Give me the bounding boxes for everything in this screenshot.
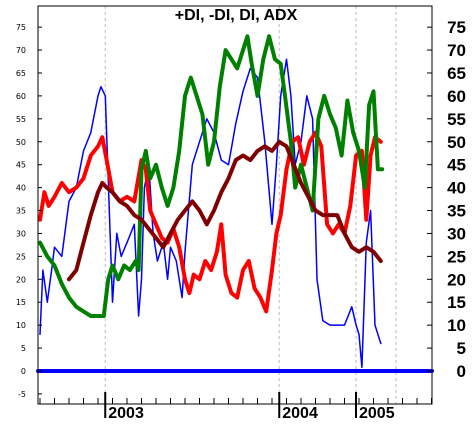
y-tick-label-right: 65 xyxy=(447,64,466,83)
y-tick-label-right: 60 xyxy=(447,87,466,106)
y-tick-label-right: 5 xyxy=(457,339,466,358)
y-tick-label-right: 75 xyxy=(447,18,466,37)
y-tick-label-right: 40 xyxy=(447,179,466,198)
series-line-4 xyxy=(67,139,383,282)
x-tick-label: 2004 xyxy=(282,405,318,422)
y-tick-label-right: 55 xyxy=(447,110,466,129)
x-tick-label: 2003 xyxy=(108,405,144,422)
y-tick-label-left: 55 xyxy=(16,115,26,124)
x-axis-ticks: 2003 2004 2005 xyxy=(39,392,432,422)
plot-frame xyxy=(37,5,433,405)
y-tick-label-right: 0 xyxy=(457,362,466,381)
y-tick-label-left: 50 xyxy=(16,138,26,147)
y-tick-label-right: 15 xyxy=(447,293,466,312)
y-tick-label-left: 20 xyxy=(16,275,26,284)
y-tick-label-right: 70 xyxy=(447,41,466,60)
y-tick-label-left: 40 xyxy=(16,184,26,193)
y-tick-label-left: 45 xyxy=(16,161,26,170)
y-tick-label-left: 65 xyxy=(16,69,26,78)
chart-title: +DI, -DI, DI, ADX xyxy=(175,7,298,24)
right-axis-ticks: 0 5 10 15 20 25 30 35 40 45 50 55 60 65 70 75 xyxy=(427,18,466,381)
y-tick-label-right: 25 xyxy=(447,247,466,266)
left-axis-ticks: -5 0 5 10 15 20 25 30 35 40 45 50 55 60 65 70 75 xyxy=(16,23,42,399)
y-tick-label-left: 60 xyxy=(16,92,26,101)
y-tick-label-left: 15 xyxy=(16,298,26,307)
y-tick-label-left: 25 xyxy=(16,252,26,261)
y-tick-label-right: 50 xyxy=(447,133,466,152)
series-line-1 xyxy=(39,58,382,369)
y-tick-label-left: 0 xyxy=(21,367,26,376)
x-tick-label: 2005 xyxy=(359,405,395,422)
y-tick-label-right: 30 xyxy=(447,224,466,243)
y-tick-label-left: 30 xyxy=(16,229,26,238)
y-tick-label-right: 45 xyxy=(447,156,466,175)
y-tick-label-left: 10 xyxy=(16,321,26,330)
y-tick-label-left: 75 xyxy=(16,23,26,32)
y-tick-label-left: 70 xyxy=(16,46,26,55)
y-tick-label-right: 20 xyxy=(447,270,466,289)
y-tick-label-right: 10 xyxy=(447,316,466,335)
y-tick-label-left: 5 xyxy=(21,344,26,353)
series-line-3 xyxy=(38,34,385,318)
y-tick-label-left: 35 xyxy=(16,207,26,216)
year-gridlines xyxy=(104,6,397,404)
y-tick-label-right: 35 xyxy=(447,202,466,221)
series-group xyxy=(36,34,434,373)
y-tick-label-left: -5 xyxy=(18,390,26,399)
series-line-2 xyxy=(38,130,383,314)
